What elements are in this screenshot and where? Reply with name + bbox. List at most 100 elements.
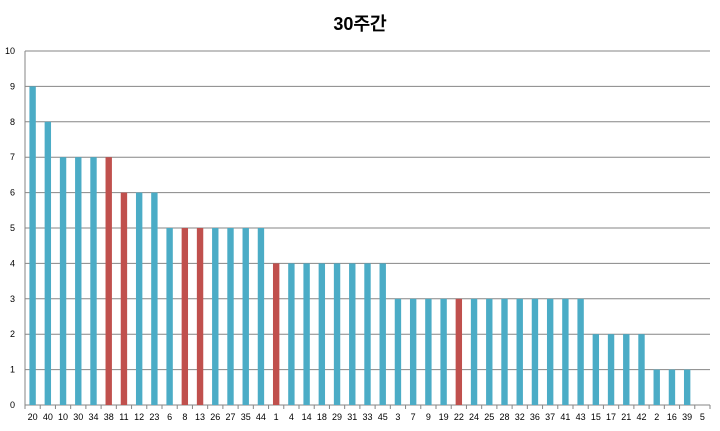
x-tick-label: 22 <box>454 412 464 422</box>
bar-45 <box>379 263 386 405</box>
bar-22 <box>455 298 463 405</box>
y-tick-label: 2 <box>10 329 15 339</box>
x-tick-label: 34 <box>88 412 98 422</box>
bar-1 <box>272 263 280 405</box>
y-tick-label: 5 <box>10 223 15 233</box>
bar-4 <box>288 263 295 405</box>
bar-29 <box>333 263 341 405</box>
bar-3 <box>394 298 402 405</box>
x-tick-label: 45 <box>378 412 388 422</box>
bar-28 <box>501 298 508 405</box>
x-tick-label: 17 <box>606 412 616 422</box>
x-tick-label: 5 <box>700 412 705 422</box>
x-tick-label: 24 <box>469 412 479 422</box>
x-tick-label: 38 <box>104 412 114 422</box>
bar-27 <box>227 228 234 405</box>
bar-10 <box>59 157 67 405</box>
y-tick-label: 10 <box>5 46 15 56</box>
bar-20 <box>29 86 36 406</box>
bar-38 <box>105 157 112 405</box>
bar-32 <box>516 298 523 405</box>
bar-16 <box>668 369 676 405</box>
x-tick-label: 14 <box>302 412 312 422</box>
bar-7 <box>409 298 417 405</box>
bar-44 <box>257 228 265 405</box>
y-tick-label: 7 <box>10 152 15 162</box>
bar-25 <box>486 298 493 405</box>
x-tick-label: 1 <box>274 412 279 422</box>
x-tick-label: 20 <box>28 412 38 422</box>
x-tick-label: 4 <box>289 412 294 422</box>
x-tick-label: 29 <box>332 412 342 422</box>
x-tick-label: 8 <box>182 412 187 422</box>
y-tick-label: 3 <box>10 294 15 304</box>
bar-42 <box>638 334 645 405</box>
y-tick-label: 4 <box>10 258 15 268</box>
x-tick-label: 27 <box>225 412 235 422</box>
bar-8 <box>181 228 189 405</box>
bar-9 <box>425 298 432 405</box>
y-tick-label: 6 <box>10 188 15 198</box>
x-tick-label: 3 <box>395 412 400 422</box>
x-tick-label: 9 <box>426 412 431 422</box>
bar-35 <box>242 228 249 405</box>
x-tick-label: 7 <box>411 412 416 422</box>
x-tick-label: 37 <box>545 412 555 422</box>
bar-41 <box>562 298 569 405</box>
bar-23 <box>151 192 158 405</box>
x-tick-label: 31 <box>347 412 357 422</box>
bar-34 <box>90 157 97 405</box>
bar-11 <box>120 192 128 405</box>
x-tick-label: 36 <box>530 412 540 422</box>
x-tick-label: 23 <box>149 412 159 422</box>
x-tick-label: 41 <box>560 412 570 422</box>
bar-37 <box>546 298 554 405</box>
chart-title: 30주간 <box>333 14 387 34</box>
bar-18 <box>318 263 326 405</box>
y-tick-label: 0 <box>10 400 15 410</box>
bar-15 <box>592 334 600 405</box>
bar-36 <box>531 298 539 405</box>
x-tick-label: 39 <box>682 412 692 422</box>
x-tick-label: 6 <box>167 412 172 422</box>
x-tick-label: 35 <box>241 412 251 422</box>
bar-24 <box>470 298 478 405</box>
bar-13 <box>196 228 204 405</box>
y-tick-label: 1 <box>10 365 15 375</box>
bar-43 <box>577 298 584 405</box>
bar-40 <box>44 121 52 406</box>
bar-21 <box>623 334 630 405</box>
x-tick-label: 28 <box>499 412 509 422</box>
x-tick-label: 43 <box>576 412 586 422</box>
x-tick-label: 16 <box>667 412 677 422</box>
x-tick-label: 21 <box>621 412 631 422</box>
x-tick-label: 13 <box>195 412 205 422</box>
x-tick-label: 11 <box>119 412 128 422</box>
x-tick-label: 18 <box>317 412 327 422</box>
x-tick-label: 40 <box>43 412 53 422</box>
bar-12 <box>135 192 143 405</box>
y-tick-label: 8 <box>10 117 15 127</box>
x-tick-label: 2 <box>654 412 659 422</box>
bar-30 <box>75 157 82 405</box>
x-tick-label: 10 <box>58 412 68 422</box>
x-tick-label: 26 <box>210 412 220 422</box>
x-tick-label: 12 <box>134 412 144 422</box>
x-tick-label: 25 <box>484 412 494 422</box>
x-tick-label: 44 <box>256 412 266 422</box>
bar-39 <box>683 369 691 405</box>
bar-31 <box>349 263 356 405</box>
bar-26 <box>212 228 219 405</box>
bar-19 <box>440 298 447 405</box>
bar-2 <box>653 369 660 405</box>
x-tick-label: 32 <box>515 412 525 422</box>
y-tick-label: 9 <box>10 81 15 91</box>
x-tick-label: 33 <box>362 412 372 422</box>
x-tick-label: 30 <box>73 412 83 422</box>
bar-33 <box>364 263 371 405</box>
x-tick-label: 42 <box>636 412 646 422</box>
x-tick-label: 19 <box>439 412 449 422</box>
bar-17 <box>607 334 615 405</box>
